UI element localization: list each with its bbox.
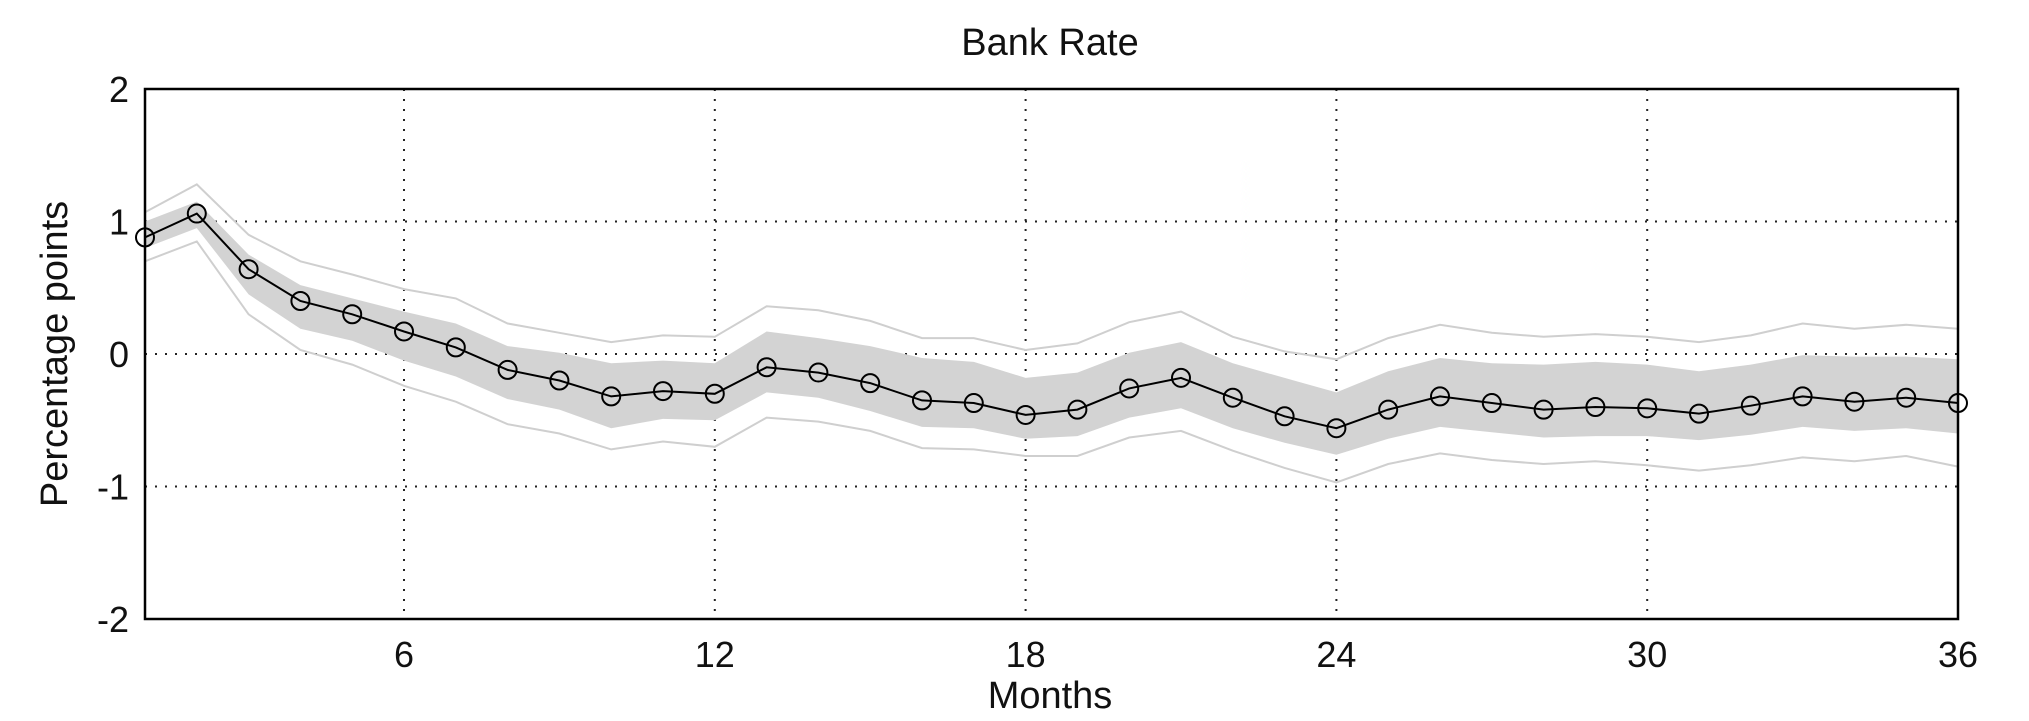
y-axis-ticks: -2 -1 0 1 2: [97, 69, 129, 640]
x-axis-ticks: 6 12 18 24 30 36: [394, 634, 1978, 675]
plot-frame: [143, 87, 1960, 621]
data-point: [860, 373, 881, 394]
median-markers: [135, 203, 1968, 439]
y-tick-label: 2: [109, 69, 129, 110]
data-point: [653, 381, 673, 402]
data-point: [912, 390, 932, 411]
data-point: [1067, 399, 1088, 420]
data-point: [1481, 393, 1502, 414]
data-point: [1844, 391, 1865, 412]
data-point: [238, 259, 259, 280]
data-point: [1326, 418, 1347, 439]
grid-lines: [145, 89, 1958, 619]
data-point: [1015, 404, 1036, 425]
data-point: [1740, 395, 1761, 416]
data-point: [1119, 378, 1140, 399]
data-point: [1274, 406, 1295, 427]
chart-title: Bank Rate: [961, 22, 1138, 64]
data-point: [1430, 386, 1450, 407]
y-axis-label: Percentage points: [34, 201, 76, 507]
data-point: [1689, 403, 1709, 424]
x-tick-label: 24: [1316, 634, 1356, 675]
data-point: [601, 386, 622, 407]
data-point: [1222, 387, 1243, 408]
data-point: [1171, 367, 1191, 388]
x-tick-label: 36: [1938, 634, 1978, 675]
data-point: [445, 337, 466, 358]
data-point: [1637, 398, 1658, 419]
data-point: [756, 357, 777, 378]
outer-band-upper-line: [144, 183, 1959, 361]
data-point: [186, 203, 207, 224]
data-point: [1378, 399, 1399, 420]
data-point: [1896, 387, 1917, 408]
data-point: [808, 362, 829, 383]
x-tick-label: 18: [1006, 634, 1046, 675]
data-point: [963, 393, 984, 414]
y-tick-label: 1: [109, 202, 129, 243]
data-point: [290, 291, 311, 311]
data-point: [1792, 386, 1813, 407]
y-tick-label: -1: [97, 467, 129, 508]
data-point: [549, 370, 570, 391]
inner-confidence-band: [145, 201, 1958, 455]
x-tick-label: 30: [1627, 634, 1667, 675]
data-point: [704, 383, 725, 404]
data-point: [497, 359, 518, 380]
x-axis-label: Months: [988, 675, 1113, 717]
data-point: [394, 321, 414, 342]
x-tick-label: 12: [695, 634, 735, 675]
x-tick-label: 6: [394, 634, 414, 675]
data-point: [1585, 397, 1606, 417]
data-point: [1533, 399, 1554, 420]
y-tick-label: -2: [97, 599, 129, 640]
y-tick-label: 0: [109, 334, 129, 375]
outer-band-lower-line: [144, 240, 1959, 484]
data-point: [342, 304, 363, 325]
